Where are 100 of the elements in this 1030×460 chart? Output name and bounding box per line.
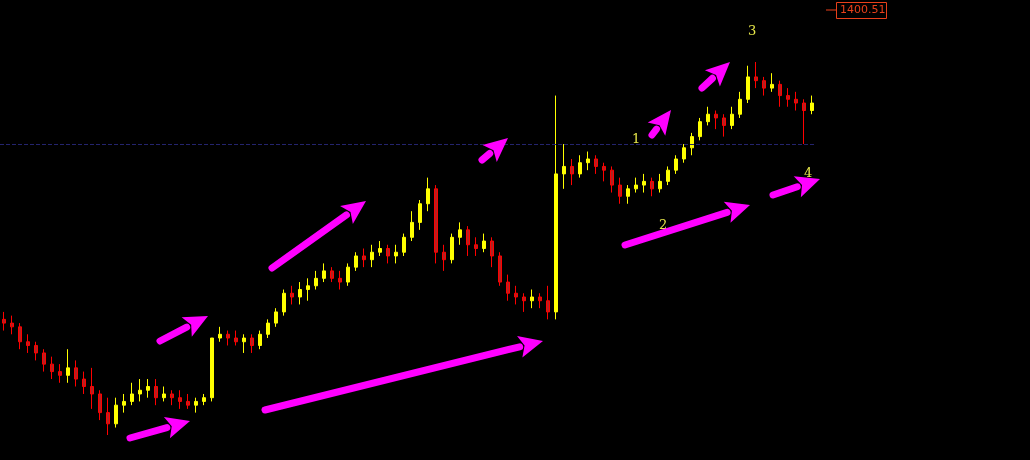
candlestick [346,262,350,287]
candlestick [650,177,654,197]
candlestick [274,307,278,328]
candlestick [466,225,470,257]
candlestick [714,109,718,130]
candlestick [282,289,286,317]
candlestick [490,236,494,268]
annotation: 1 [632,131,641,146]
candlestick [602,162,606,182]
candlestick [706,106,710,126]
candlestick [514,285,518,305]
candlestick [378,240,382,257]
candlestick [242,333,246,354]
candlestick [578,154,582,179]
candlestick [194,397,198,414]
candlestick [130,382,134,406]
candlestick [74,359,78,388]
candlestick [386,244,390,264]
candlestick [450,233,454,264]
candlestick [666,165,670,186]
candlestick [802,98,806,145]
candlestick [258,330,262,350]
candlestick [770,72,774,93]
candlestick [738,91,742,119]
candlestick [474,236,478,257]
candlestick [458,221,462,246]
candlestick [10,315,14,335]
candlestick [418,199,422,231]
candlestick [90,367,94,410]
candlestick [2,311,6,332]
candlestick [786,87,790,108]
candlestick [642,173,646,194]
candlestick [82,371,86,395]
candlestick [186,393,190,410]
candlestick [338,270,342,291]
annotation: 2 [659,217,668,232]
candlestick [626,184,630,205]
candlestick [674,154,678,175]
candlestick [810,95,814,115]
candlestick [362,248,366,268]
candlestick [218,326,222,343]
candlestick [250,333,254,354]
candlestick [226,330,230,346]
candlestick [26,333,30,354]
candlestick [594,154,598,175]
candlestick [210,337,214,402]
candlestick [410,210,414,242]
candlestick [114,397,118,429]
candlestick [762,76,766,97]
candlestick [306,277,310,302]
candlestick [570,158,574,186]
candlestick [234,330,238,346]
candlestick [522,292,526,313]
candlestick [530,289,534,309]
candlestick [434,184,438,264]
candlestick [314,270,318,291]
candlestick [298,281,302,305]
candlestick [562,143,566,190]
candlestick [546,285,550,320]
candlestick [690,132,694,156]
candlestick [426,177,430,212]
candlestick [746,65,750,104]
candlestick [290,285,294,305]
candlestick [170,389,174,406]
candlestick [266,318,270,339]
candlestick [506,274,510,302]
candlestick [146,378,150,399]
candlestick [498,251,502,287]
candlestick [538,292,542,309]
candlestick [178,389,182,410]
candlestick [98,389,102,421]
candlestick [330,266,334,283]
candlestick [202,393,206,406]
candlestick [482,233,486,253]
candlestick [754,61,758,89]
candlestick [730,106,734,130]
candlestick [394,244,398,264]
candlestick [50,356,54,380]
candlestick [778,80,782,108]
candlestick [66,348,70,384]
text: 1400.51 [840,3,886,16]
candlestick [442,244,446,272]
candlestick [370,244,374,268]
candlestick [586,151,590,171]
candlestick [138,378,142,402]
candlestick [322,262,326,283]
candlestick [154,378,158,406]
candlestick [162,386,166,402]
candlestick [618,177,622,205]
candlestick [682,143,686,164]
candlestick [554,95,558,320]
candlestick [34,341,38,361]
candlestick [722,113,726,138]
candlestick [42,348,46,373]
candlestick [18,322,22,350]
annotation: 4 [804,165,813,180]
candlestick [402,233,406,257]
candlestick [794,91,798,111]
candlestick [610,165,614,194]
candlestick [658,173,662,194]
